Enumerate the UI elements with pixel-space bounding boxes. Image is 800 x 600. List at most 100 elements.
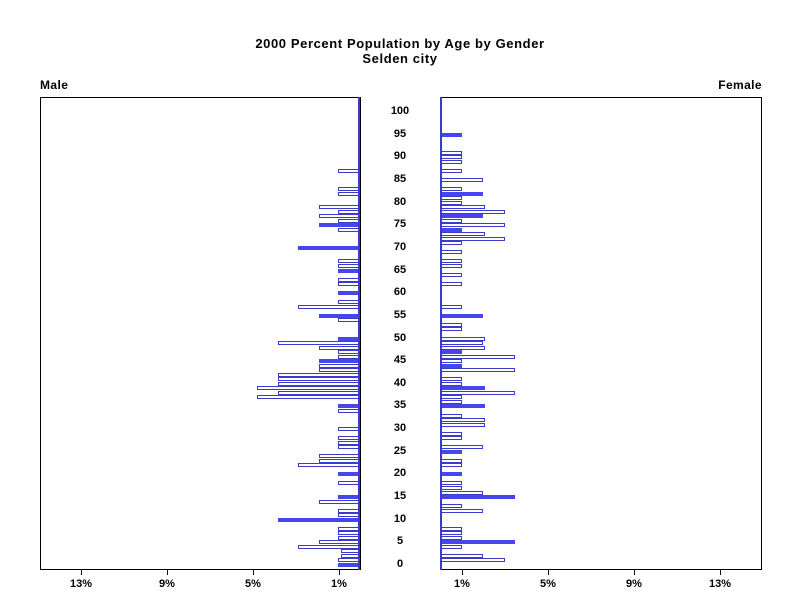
bar-female-89 (440, 160, 462, 164)
age-tick-label-20: 20 (393, 467, 407, 479)
male-panel-label: Male (40, 78, 69, 92)
bar-male-60 (338, 291, 360, 295)
bar-male-82 (338, 192, 360, 196)
bar-female-75 (440, 223, 505, 227)
male-axis-tick-label-13: 13% (69, 578, 93, 590)
bar-female-71 (440, 241, 462, 245)
bar-male-43 (319, 368, 360, 372)
bar-male-57 (298, 305, 360, 309)
female-axis-tick-label-1: 1% (454, 578, 470, 590)
bar-female-87 (440, 169, 462, 173)
chart-title: 2000 Percent Population by Age by Gender (255, 36, 545, 51)
bar-male-0 (338, 563, 360, 567)
bar-female-95 (440, 133, 462, 137)
female-axis-tick-5 (548, 570, 549, 575)
female-axis-tick-label-9: 9% (626, 578, 642, 590)
age-tick-label-55: 55 (393, 309, 407, 321)
female-axis-tick-1 (462, 570, 463, 575)
bar-female-12 (440, 509, 483, 513)
bar-female-83 (440, 187, 462, 191)
bar-male-26 (338, 445, 360, 449)
male-baseline (358, 97, 360, 570)
male-plot-area (40, 97, 361, 570)
bar-female-25 (440, 450, 462, 454)
bar-female-7 (440, 531, 462, 535)
bar-male-45 (319, 359, 360, 363)
male-axis-tick-9 (167, 570, 168, 575)
age-tick-label-15: 15 (393, 490, 407, 502)
bar-female-66 (440, 264, 462, 268)
bar-female-28 (440, 436, 462, 440)
bar-female-69 (440, 250, 462, 254)
bar-female-17 (440, 486, 462, 490)
age-tick-label-80: 80 (393, 196, 407, 208)
bar-female-47 (440, 350, 462, 354)
bar-male-28 (338, 436, 360, 440)
bar-female-13 (440, 504, 462, 508)
bar-female-57 (440, 305, 462, 309)
bar-female-5 (440, 540, 515, 544)
male-axis-tick-13 (81, 570, 82, 575)
age-tick-label-75: 75 (393, 218, 407, 230)
female-axis-tick-label-5: 5% (540, 578, 556, 590)
bar-female-31 (440, 423, 485, 427)
male-axis-tick-1 (339, 570, 340, 575)
female-axis-tick-9 (634, 570, 635, 575)
bar-female-62 (440, 282, 462, 286)
bar-male-10 (278, 518, 360, 522)
age-tick-label-90: 90 (393, 150, 407, 162)
bar-male-41 (278, 377, 360, 381)
bar-female-18 (440, 481, 462, 485)
bar-female-81 (440, 196, 462, 200)
bar-male-22 (298, 463, 360, 467)
bar-male-37 (257, 395, 360, 399)
bar-female-67 (440, 259, 462, 263)
bar-female-35 (440, 404, 485, 408)
bar-female-37 (440, 395, 462, 399)
bar-female-49 (440, 341, 483, 345)
bar-female-79 (440, 205, 485, 209)
bar-male-83 (338, 187, 360, 191)
bar-female-73 (440, 232, 485, 236)
age-tick-label-45: 45 (393, 354, 407, 366)
bar-female-55 (440, 314, 483, 318)
age-tick-label-25: 25 (393, 445, 407, 457)
bar-female-22 (440, 463, 462, 467)
bar-male-11 (338, 513, 360, 517)
age-tick-label-60: 60 (393, 286, 407, 298)
age-tick-label-85: 85 (393, 173, 407, 185)
bar-female-1 (440, 558, 505, 562)
female-axis-tick-label-13: 13% (708, 578, 732, 590)
age-tick-label-35: 35 (393, 399, 407, 411)
bar-female-45 (440, 359, 462, 363)
bar-male-77 (319, 214, 360, 218)
bar-male-79 (319, 205, 360, 209)
bar-female-85 (440, 178, 483, 182)
age-tick-label-50: 50 (393, 332, 407, 344)
bar-male-35 (338, 404, 360, 408)
bar-male-58 (338, 300, 360, 304)
male-axis-tick-label-9: 9% (159, 578, 175, 590)
age-tick-label-30: 30 (393, 422, 407, 434)
bar-male-15 (338, 495, 360, 499)
bar-male-47 (338, 350, 360, 354)
bar-male-67 (338, 259, 360, 263)
bar-male-87 (338, 169, 360, 173)
bar-male-34 (338, 409, 360, 413)
bar-male-62 (338, 282, 360, 286)
age-tick-label-40: 40 (393, 377, 407, 389)
bar-male-20 (338, 472, 360, 476)
female-baseline (440, 97, 442, 570)
bar-female-90 (440, 155, 462, 159)
age-tick-label-95: 95 (393, 128, 407, 140)
bar-male-18 (338, 481, 360, 485)
bar-male-54 (338, 318, 360, 322)
female-panel-label: Female (718, 78, 762, 92)
bar-female-32 (440, 418, 485, 422)
bar-male-1 (338, 558, 360, 562)
bar-male-49 (278, 341, 360, 345)
female-plot-area (440, 97, 762, 570)
bar-male-39 (257, 386, 360, 390)
bar-female-4 (440, 545, 462, 549)
